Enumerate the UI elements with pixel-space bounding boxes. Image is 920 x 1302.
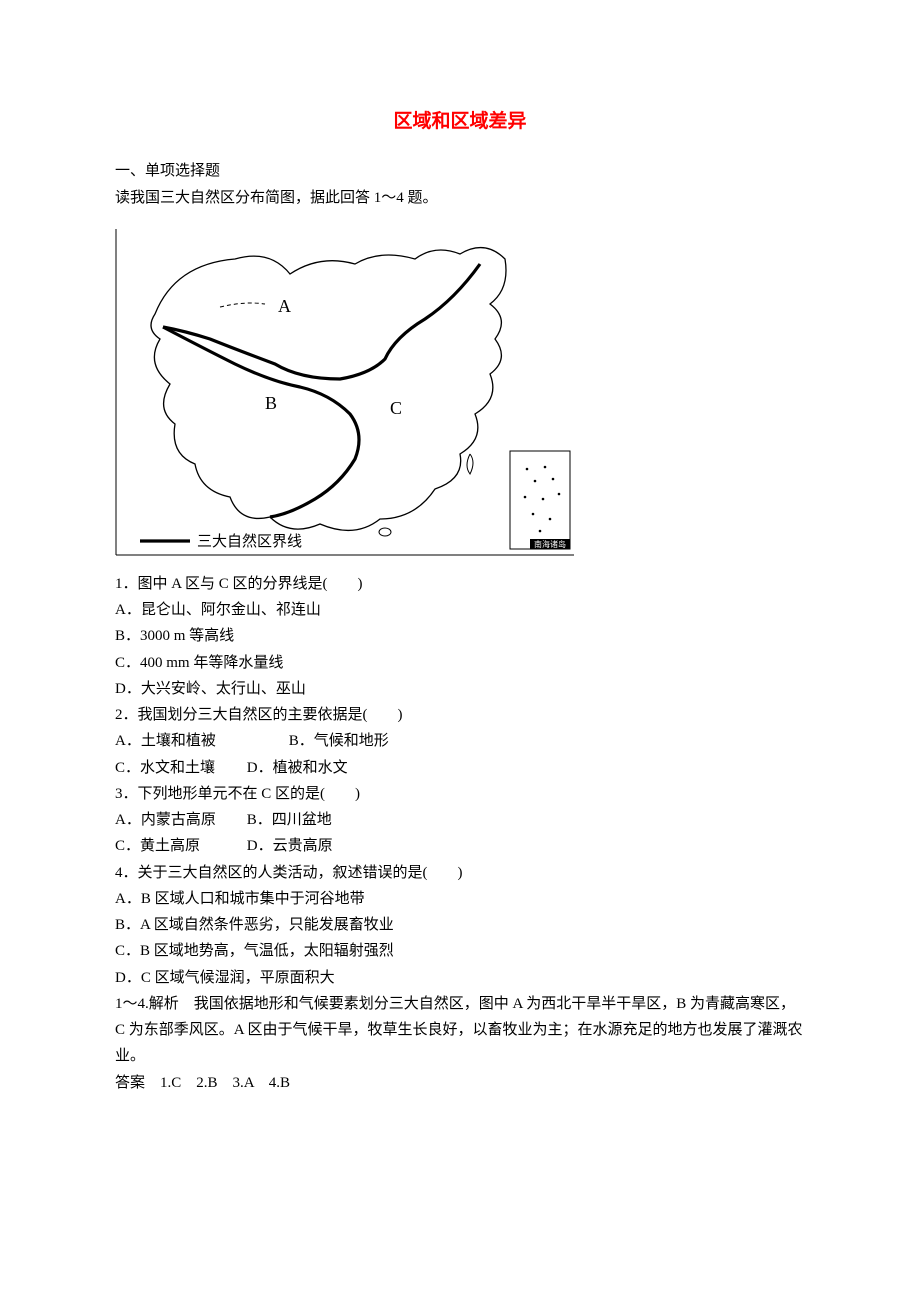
q1-opt-c: C．400 mm 年等降水量线 [115,650,805,676]
section-header: 一、单项选择题 [115,158,805,184]
q1-opt-d: D．大兴安岭、太行山、巫山 [115,676,805,702]
inset-caption: 南海诸岛 [534,539,566,549]
boundary-b [163,327,359,517]
q3-opt-b: B．四川盆地 [247,812,332,828]
q4-opt-c: C．B 区域地势高，气温低，太阳辐射强烈 [115,938,805,964]
q2-opt-c: C．水文和土壤 [115,755,243,781]
q1-opt-b: B．3000 m 等高线 [115,623,805,649]
map-figure: A B C 南海诸岛 三大自然区界线 [115,219,805,559]
island-dot [379,528,391,536]
document-title: 区域和区域差异 [115,105,805,138]
q3-opt-c: C．黄土高原 [115,833,243,859]
inset-islands [524,466,560,532]
boundary-a-c [163,264,480,379]
q4-opt-a: A．B 区域人口和城市集中于河谷地带 [115,886,805,912]
explanation: 1～4.解析 我国依据地形和气候要素划分三大自然区，图中 A 为西北干旱半干旱区… [115,991,805,1070]
q2-opt-b: B．气候和地形 [289,733,389,749]
q3-stem: 3．下列地形单元不在 C 区的是( ) [115,781,805,807]
q1-stem: 1．图中 A 区与 C 区的分界线是( ) [115,571,805,597]
china-map-svg: A B C 南海诸岛 三大自然区界线 [115,219,575,559]
q4-opt-b: B．A 区域自然条件恶劣，只能发展畜牧业 [115,912,805,938]
answers: 答案 1.C 2.B 3.A 4.B [115,1070,805,1096]
q4-stem: 4．关于三大自然区的人类活动，叙述错误的是( ) [115,860,805,886]
q1-opt-a: A．昆仑山、阿尔金山、祁连山 [115,597,805,623]
label-a: A [278,296,291,316]
label-c: C [390,398,402,418]
legend-text: 三大自然区界线 [197,533,302,550]
dashed-detail [220,303,265,307]
intro-text: 读我国三大自然区分布简图，据此回答 1～4 题。 [115,185,805,211]
q2-opt-d: D．植被和水文 [247,760,348,776]
q2-opt-a: A．土壤和植被 [115,728,285,754]
q4-opt-d: D．C 区域气候湿润，平原面积大 [115,965,805,991]
q3-opt-d: D．云贵高原 [247,838,333,854]
q2-stem: 2．我国划分三大自然区的主要依据是( ) [115,702,805,728]
label-b: B [265,393,277,413]
q3-opt-a: A．内蒙古高原 [115,807,243,833]
inset-box [510,451,570,549]
taiwan-outline [467,454,473,474]
